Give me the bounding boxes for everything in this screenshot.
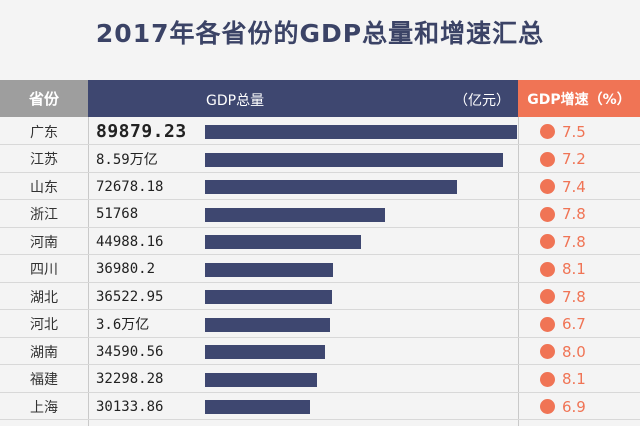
province-label: 江苏 (30, 152, 58, 168)
gdp-value-label: 36980.2 (96, 261, 156, 277)
province-label: 湖北 (30, 289, 58, 306)
growth-value-label: 6.7 (562, 315, 586, 333)
gdp-value-label: 72678.18 (96, 178, 164, 195)
growth-dot-icon (540, 206, 555, 222)
growth-dot-icon (540, 234, 555, 249)
header-growth: GDP增速（%） (518, 80, 640, 117)
growth-value-label: 8.0 (562, 342, 586, 361)
chart-title: 2017年各省份的GDP总量和增速汇总 (95, 19, 545, 48)
table-row: 浙江 51768 7.8 (0, 201, 640, 228)
province-label: 河北 (30, 317, 58, 333)
growth-value-label: 8.1 (562, 370, 586, 388)
table-row: 湖南 34590.56 8.0 (0, 338, 640, 365)
table-row: 广东 89879.23 7.5 (0, 118, 640, 145)
row-divider (0, 309, 640, 310)
growth-value-label: 7.8 (562, 287, 586, 306)
gdp-value-label: 3.6万亿 (96, 317, 150, 333)
row-divider (0, 144, 640, 145)
row-divider (0, 199, 640, 200)
growth-value-label: 7.4 (562, 177, 586, 196)
growth-value-label: 6.9 (562, 397, 586, 416)
header-gdp: GDP总量 （亿元） (88, 80, 518, 117)
growth-dot-icon (540, 289, 555, 304)
gdp-value-label: 8.59万亿 (96, 152, 158, 168)
growth-dot-icon (540, 261, 555, 277)
table-row: 四川 36980.2 8.1 (0, 256, 640, 283)
gdp-bar (205, 345, 326, 359)
province-label: 四川 (30, 262, 58, 278)
growth-dot-icon (540, 124, 555, 139)
province-label: 湖南 (30, 344, 58, 361)
gdp-bar (205, 317, 330, 332)
row-divider (0, 419, 640, 420)
province-label: 上海 (30, 399, 58, 416)
row-divider (0, 254, 640, 255)
table-row: 福建 32298.28 8.1 (0, 366, 640, 393)
province-label: 山东 (30, 179, 58, 196)
province-label: 广东 (30, 124, 58, 141)
growth-value-label: 8.1 (562, 260, 586, 278)
table-row: 山东 72678.18 7.4 (0, 173, 640, 200)
row-divider (0, 336, 640, 338)
growth-value-label: 7.5 (562, 122, 586, 141)
table-row: 上海 30133.86 6.9 (0, 393, 640, 420)
gdp-bar (205, 125, 517, 139)
growth-dot-icon (540, 399, 555, 414)
column-divider (518, 117, 519, 426)
gdp-value-label: 44988.16 (96, 233, 164, 250)
growth-dot-icon (540, 151, 555, 167)
table-row: 江苏 8.59万亿 7.2 (0, 146, 640, 173)
gdp-bar (205, 400, 310, 414)
row-divider (0, 391, 640, 393)
gdp-value-label: 34590.56 (96, 343, 164, 360)
gdp-bar (205, 262, 334, 277)
column-divider (88, 117, 89, 426)
province-label: 福建 (30, 372, 58, 388)
gdp-value-label: 89879.23 (96, 121, 187, 142)
gdp-bar (205, 152, 504, 167)
row-divider (0, 281, 640, 283)
header-gdp-unit: （亿元） (454, 93, 510, 109)
gdp-bar (205, 235, 362, 249)
growth-dot-icon (540, 179, 555, 194)
growth-value-label: 7.8 (562, 205, 586, 223)
province-label: 河南 (30, 234, 58, 251)
growth-dot-icon (540, 344, 555, 359)
gdp-bar (205, 207, 385, 222)
gdp-bar (205, 372, 318, 387)
header-gdp-label: GDP总量 (206, 93, 265, 109)
table-row: 河北 3.6万亿 6.7 (0, 311, 640, 338)
province-label: 浙江 (30, 207, 58, 223)
gdp-value-label: 32298.28 (96, 371, 164, 387)
row-divider (0, 171, 640, 173)
row-divider (0, 226, 640, 228)
row-divider (0, 364, 640, 365)
gdp-value-label: 51768 (96, 206, 139, 222)
gdp-value-label: 36522.95 (96, 288, 164, 305)
growth-value-label: 7.2 (562, 150, 586, 168)
gdp-value-label: 30133.86 (96, 398, 164, 415)
growth-dot-icon (540, 316, 555, 332)
table-row: 河南 44988.16 7.8 (0, 228, 640, 255)
growth-value-label: 7.8 (562, 232, 586, 251)
growth-dot-icon (540, 371, 555, 387)
gdp-bar (205, 180, 458, 194)
gdp-bar (205, 290, 332, 304)
table-row: 湖北 36522.95 7.8 (0, 283, 640, 310)
header-province: 省份 (0, 80, 88, 117)
